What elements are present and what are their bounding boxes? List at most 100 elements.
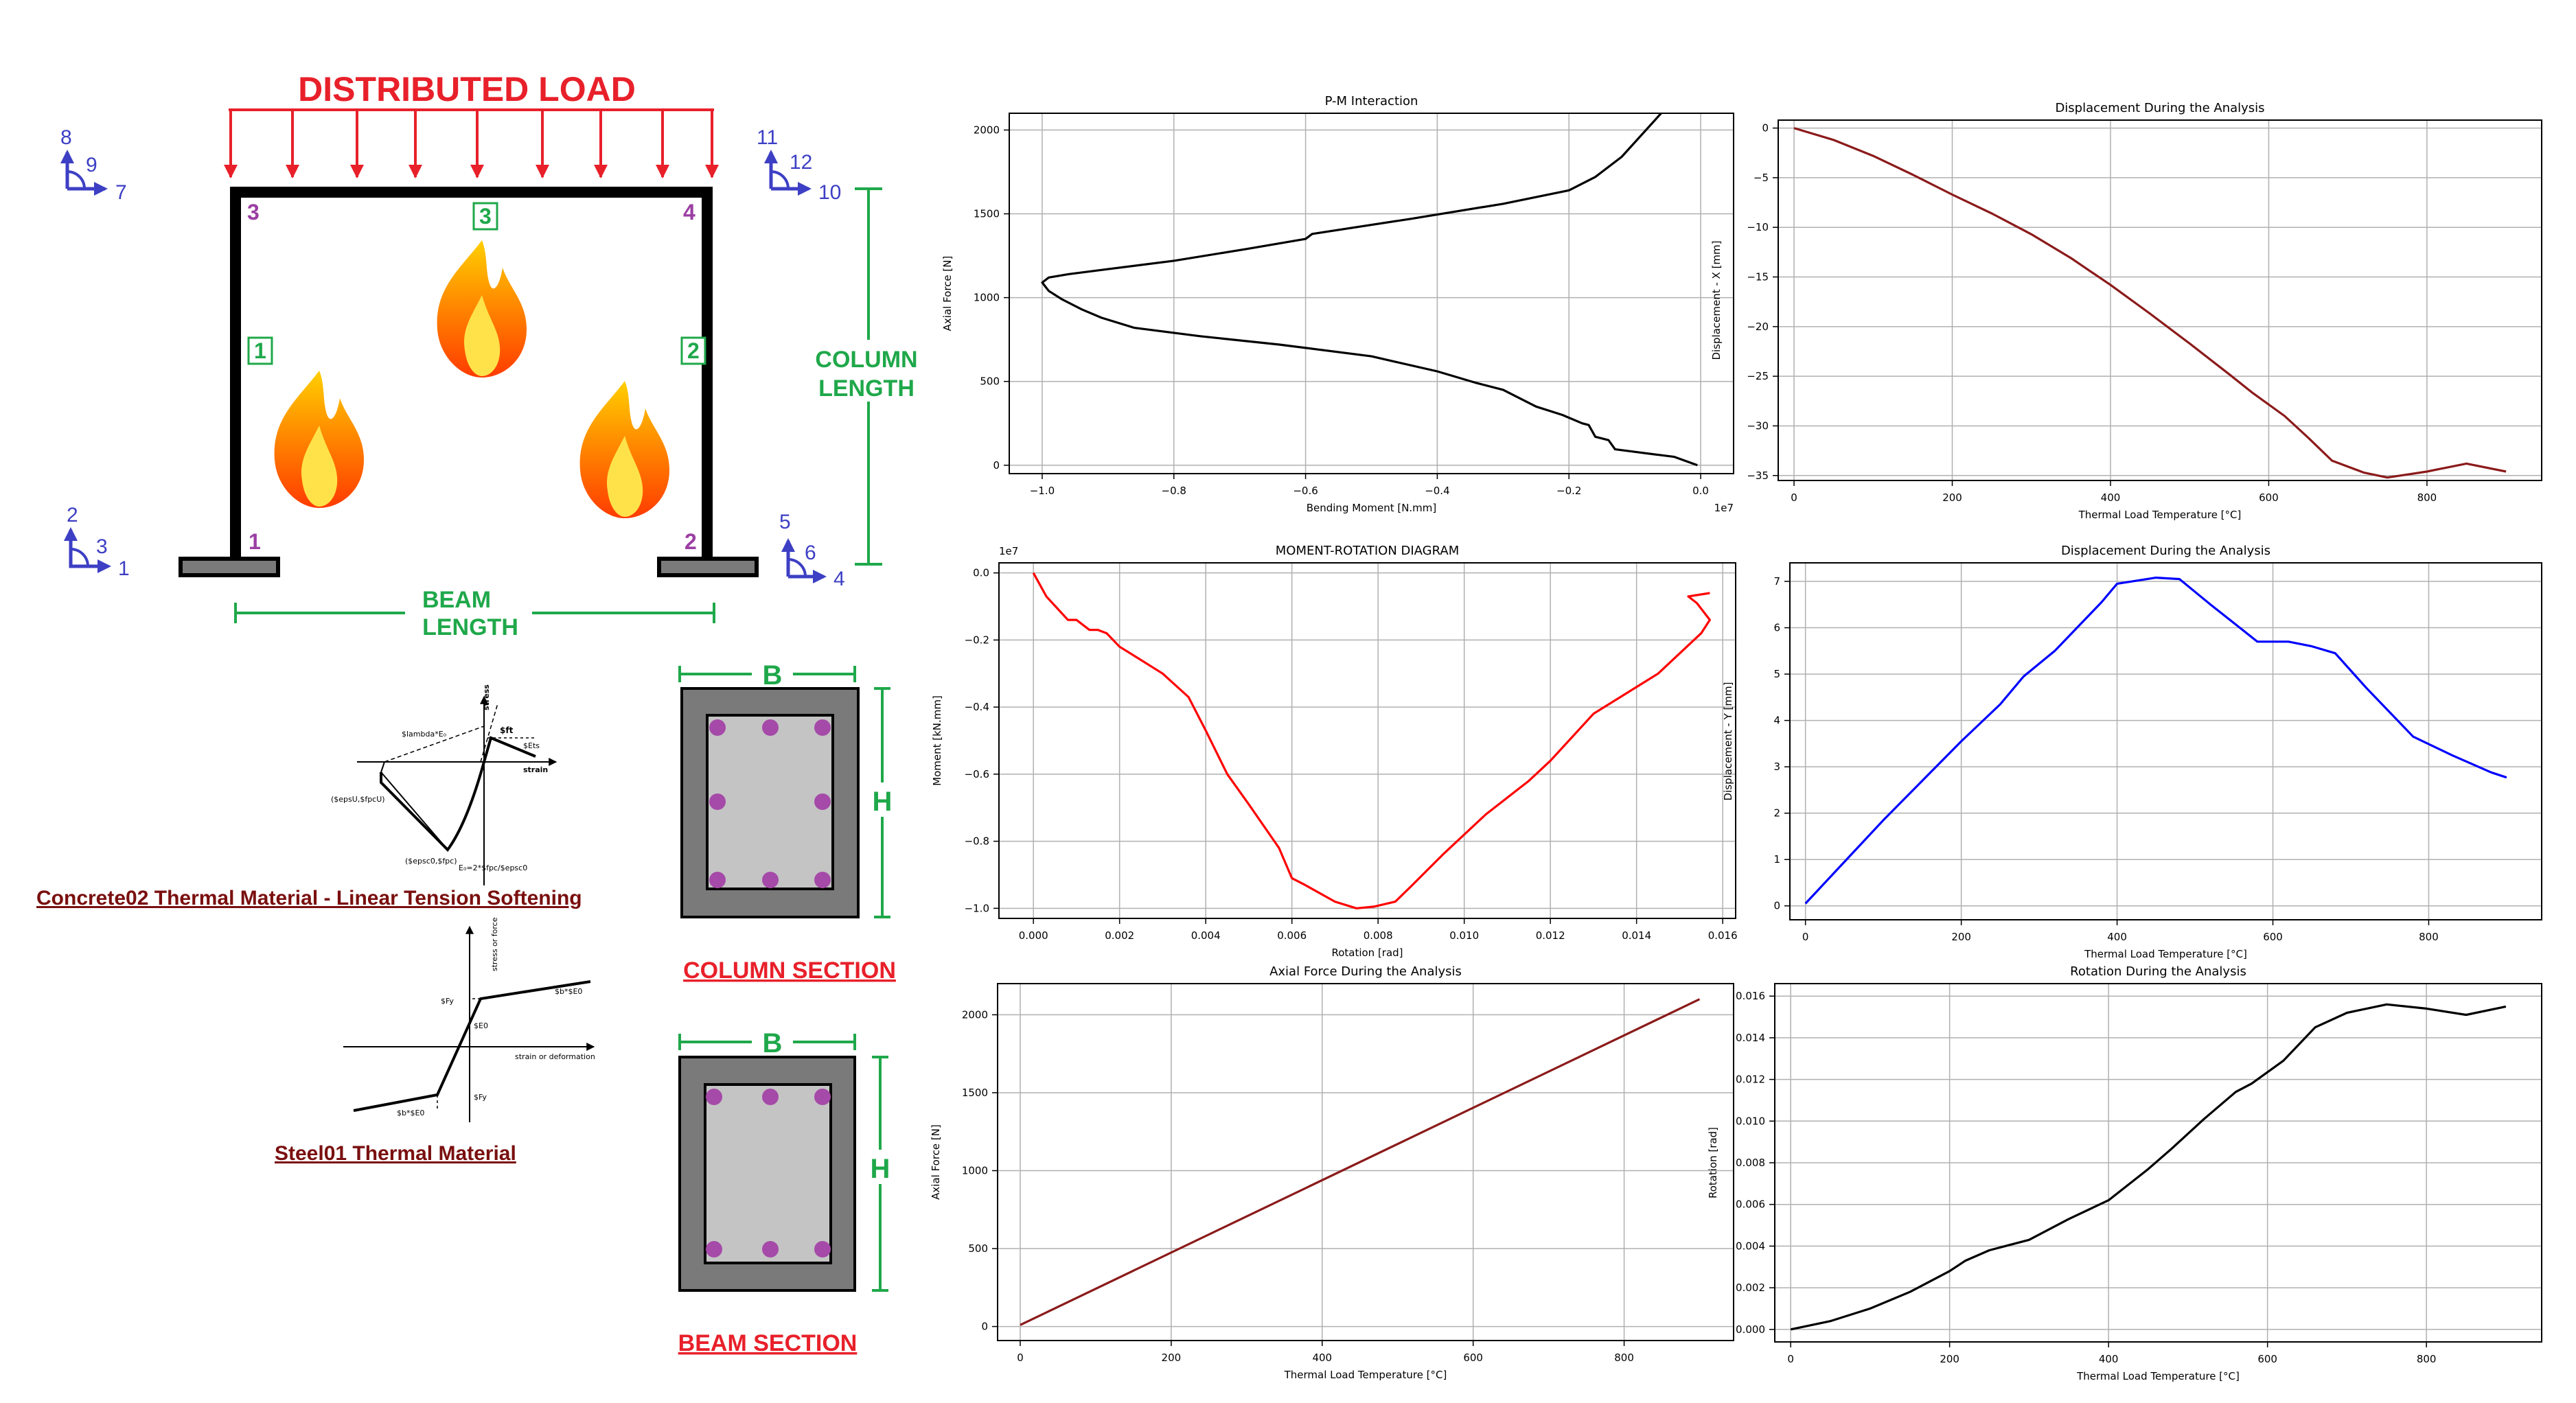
fire-icon [437, 240, 527, 378]
steel-label-e0: $E0 [474, 1021, 488, 1030]
tick-label-y: −20 [1747, 321, 1769, 333]
node-label-2: 2 [685, 529, 697, 554]
steel-label-b-bottom: $b*$E0 [397, 1109, 424, 1117]
support-right [657, 557, 759, 577]
node-label-3: 3 [247, 200, 260, 224]
tick-label-x: 400 [1312, 1352, 1332, 1364]
tick-label-y: 0.006 [1736, 1198, 1765, 1211]
dof-label-7: 7 [115, 181, 127, 204]
y-axis-label: Axial Force [N] [930, 1124, 942, 1200]
dof-triad-node4: 10 11 12 [757, 126, 841, 204]
steel-label-fy-top: $Fy [441, 997, 454, 1006]
beam-length-dimension: BEAM LENGTH [234, 583, 715, 645]
chart-title: Axial Force During the Analysis [1269, 964, 1462, 979]
tick-label-y: 1000 [962, 1164, 988, 1176]
series-line [1032, 572, 1711, 909]
column-length-label-1: COLUMN [815, 347, 917, 373]
tick-label-y: −10 [1747, 221, 1769, 233]
tick-label-y: −0.2 [965, 634, 989, 646]
distributed-load-label: DISTRIBUTED LOAD [298, 70, 636, 108]
column-length-label-2: LENGTH [818, 375, 915, 402]
tick-label-y: 3 [1773, 761, 1780, 773]
tick-label-x: −0.2 [1556, 485, 1581, 497]
concrete-label-stress: stress [482, 684, 491, 710]
steel-label-strain: strain or deformation [515, 1052, 595, 1061]
beam-length-label-1: BEAM [422, 587, 491, 613]
tick-label-x: 200 [1942, 491, 1962, 504]
tick-label-y: −1.0 [965, 902, 989, 914]
left-illustration-panel: DISTRIBUTED LOAD 1 2 3 4 1 2 3 [36, 70, 918, 1356]
tick-label-y: −0.4 [965, 701, 989, 713]
tick-label-x: 0.000 [1019, 929, 1048, 942]
tick-label-x: −1.0 [1030, 485, 1055, 497]
tick-label-y: 0.002 [1736, 1282, 1765, 1294]
tick-label-y: 0.008 [1736, 1157, 1765, 1169]
tick-label-x: 0 [1787, 1353, 1794, 1365]
fire-icon [274, 371, 364, 508]
y-axis-label: Rotation [rad] [1707, 1127, 1719, 1198]
tick-label-y: 0.0 [973, 567, 989, 579]
x-axis-label: Bending Moment [N.mm] [1307, 502, 1437, 514]
tick-label-y: 0.004 [1736, 1240, 1765, 1252]
concrete-label-strain: strain [523, 765, 548, 774]
tick-label-x: −0.6 [1293, 485, 1318, 497]
plot-frame [1789, 562, 2542, 920]
steel-label-b-top: $b*$E0 [555, 987, 582, 996]
tick-label-x: 600 [2259, 491, 2279, 504]
tick-label-y: 0.016 [1736, 990, 1765, 1002]
tick-label-x: −0.8 [1162, 485, 1186, 497]
tick-label-y: 4 [1773, 715, 1780, 727]
tick-label-x: 200 [1951, 931, 1971, 943]
column-section-b-label: B [763, 660, 783, 691]
concrete02-stress-strain-diagram: stress strain $lambda*E₀ $ft $Ets ($epsU… [331, 684, 557, 885]
tick-label-y: 1000 [974, 292, 1000, 304]
tick-label-x: 0 [1017, 1352, 1024, 1364]
chart-title: MOMENT-ROTATION DIAGRAM [1276, 544, 1460, 558]
dof-triad-node2: 4 5 6 [779, 511, 845, 590]
series-line [1041, 112, 1698, 467]
tick-label-x: 800 [2417, 491, 2437, 504]
tick-label-y: 0 [981, 1321, 988, 1333]
beam-section: B H [678, 1023, 896, 1292]
element-label-1: 1 [254, 338, 266, 363]
tick-label-y: 1 [1773, 853, 1780, 866]
tick-label-x: 0 [1791, 491, 1797, 504]
x-axis-label: Thermal Load Temperature [°C] [2076, 1370, 2240, 1382]
plot-frame [1009, 113, 1734, 474]
tick-label-y: 2000 [962, 1008, 988, 1021]
element-label-2: 2 [687, 338, 700, 363]
dof-triad-node1: 1 2 3 [64, 504, 130, 580]
x-axis-label: Thermal Load Temperature [°C] [1284, 1369, 1447, 1381]
dof-label-4: 4 [833, 568, 845, 590]
tick-label-y: −5 [1753, 172, 1769, 184]
tick-label-y: 7 [1773, 575, 1780, 588]
y-axis-label: Displacement - Y [mm] [1722, 682, 1734, 801]
tick-label-x: 0.0 [1692, 485, 1709, 497]
dof-label-10: 10 [818, 181, 841, 204]
series-line [1020, 998, 1701, 1326]
concrete-label-lambda: $lambda*E₀ [402, 730, 447, 739]
tick-label-y: −15 [1747, 271, 1769, 283]
series-line [1790, 1003, 2507, 1331]
tick-label-y: −35 [1747, 469, 1769, 482]
tick-label-y: 0 [1762, 122, 1769, 135]
tick-label-x: 0.008 [1364, 929, 1393, 942]
beam-section-b-label: B [763, 1028, 783, 1058]
tick-label-y: 0.010 [1736, 1115, 1765, 1127]
steel01-stress-strain-diagram: stress or force strain or deformation $F… [343, 917, 595, 1122]
steel-label-stress: stress or force [490, 917, 499, 971]
tick-label-x: 0.002 [1105, 929, 1134, 942]
dof-label-9: 9 [86, 154, 97, 176]
node-label-4: 4 [683, 200, 695, 224]
dof-label-1: 1 [118, 557, 130, 580]
concrete-label-ft: $ft [500, 726, 514, 735]
tick-label-y: 0.012 [1736, 1074, 1765, 1086]
tick-label-x: −0.4 [1425, 485, 1449, 497]
tick-label-x: 600 [2257, 1353, 2277, 1365]
dof-label-11: 11 [757, 126, 778, 149]
beam-section-h-label: H [871, 1154, 890, 1184]
